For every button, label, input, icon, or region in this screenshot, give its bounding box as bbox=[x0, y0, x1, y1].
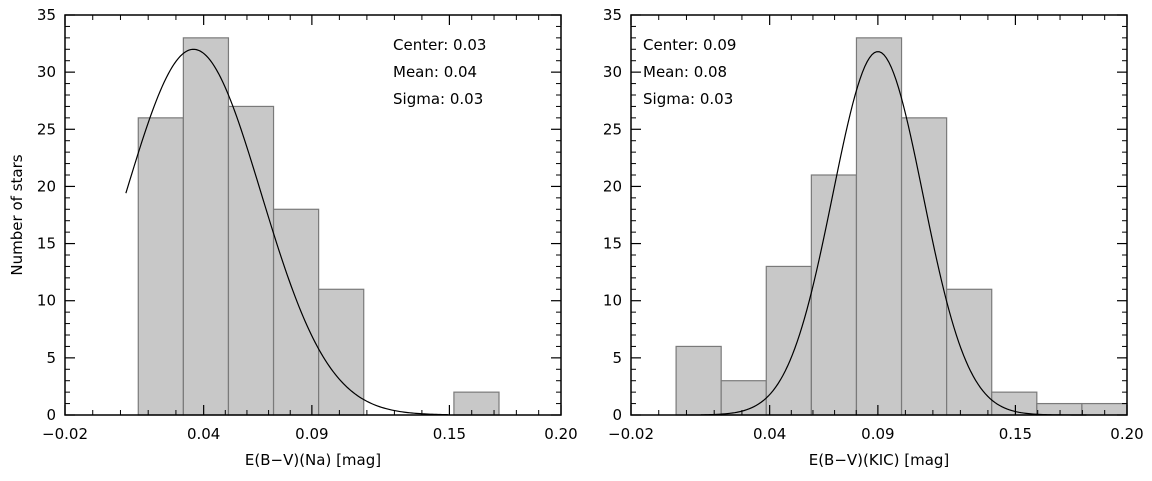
sigma-annotation: Sigma: 0.03 bbox=[393, 90, 483, 108]
y-tick-label: 35 bbox=[603, 6, 622, 24]
x-axis-label: E(B−V)(KIC) [mag] bbox=[809, 451, 950, 469]
plot-frame bbox=[64, 14, 562, 416]
axis-ticks bbox=[630, 14, 1128, 416]
y-tick-label: 15 bbox=[37, 235, 56, 253]
y-tick-label: 0 bbox=[612, 406, 622, 424]
y-tick-label: 25 bbox=[603, 120, 622, 138]
x-tick-labels: −0.02 0.04 0.09 0.15 0.20 bbox=[42, 425, 578, 443]
histogram-bar bbox=[227, 105, 275, 416]
x-tick-label: 0.04 bbox=[753, 425, 786, 443]
fit-statistics: Center: 0.03 Mean: 0.04 Sigma: 0.03 bbox=[393, 36, 486, 108]
histogram-bar bbox=[855, 37, 903, 416]
x-tick-labels: −0.02 0.04 0.09 0.15 0.20 bbox=[608, 425, 1144, 443]
center-annotation: Center: 0.09 bbox=[643, 36, 736, 54]
x-tick-label: 0.09 bbox=[295, 425, 328, 443]
histogram-bar bbox=[900, 117, 948, 416]
histogram-bars bbox=[137, 37, 500, 416]
y-tick-label: 0 bbox=[46, 406, 56, 424]
x-tick-label: −0.02 bbox=[42, 425, 88, 443]
y-tick-label: 35 bbox=[37, 6, 56, 24]
x-tick-label: 0.15 bbox=[999, 425, 1032, 443]
x-tick-label: 0.09 bbox=[861, 425, 894, 443]
y-tick-label: 20 bbox=[37, 177, 56, 195]
x-tick-label: 0.20 bbox=[544, 425, 577, 443]
histogram-bar bbox=[810, 174, 858, 416]
y-tick-label: 25 bbox=[37, 120, 56, 138]
histogram-bars bbox=[675, 37, 1128, 416]
mean-annotation: Mean: 0.08 bbox=[643, 63, 727, 81]
y-tick-label: 20 bbox=[603, 177, 622, 195]
x-axis-label: E(B−V)(Na) [mag] bbox=[245, 451, 381, 469]
histogram-panel-na: −0.02 0.04 0.09 0.15 0.20 0 5 10 15 20 25 30 35 E(B… bbox=[8, 6, 578, 469]
x-tick-label: −0.02 bbox=[608, 425, 654, 443]
gaussian-fit-curve bbox=[700, 51, 1087, 416]
mean-annotation: Mean: 0.04 bbox=[393, 63, 477, 81]
histogram-bar bbox=[182, 37, 230, 416]
y-tick-label: 30 bbox=[603, 63, 622, 81]
y-tick-label: 10 bbox=[37, 292, 56, 310]
histogram-bar bbox=[946, 288, 993, 416]
histogram-bar bbox=[675, 345, 722, 416]
histogram-bar bbox=[272, 208, 320, 416]
y-tick-label: 5 bbox=[46, 349, 56, 367]
histogram-bar bbox=[318, 288, 365, 416]
histogram-bar bbox=[720, 380, 767, 416]
x-tick-label: 0.20 bbox=[1110, 425, 1143, 443]
center-annotation: Center: 0.03 bbox=[393, 36, 486, 54]
fit-statistics: Center: 0.09 Mean: 0.08 Sigma: 0.03 bbox=[643, 36, 736, 108]
x-tick-label: 0.15 bbox=[433, 425, 466, 443]
y-tick-label: 5 bbox=[612, 349, 622, 367]
y-tick-labels: 0 5 10 15 20 25 30 35 bbox=[603, 6, 622, 424]
y-tick-label: 30 bbox=[37, 63, 56, 81]
y-axis-label: Number of stars bbox=[8, 154, 26, 275]
y-tick-label: 10 bbox=[603, 292, 622, 310]
sigma-annotation: Sigma: 0.03 bbox=[643, 90, 733, 108]
histogram-bar bbox=[137, 117, 184, 416]
plot-frame bbox=[630, 14, 1128, 416]
y-tick-labels: 0 5 10 15 20 25 30 35 bbox=[37, 6, 56, 424]
histogram-panel-kic: −0.02 0.04 0.09 0.15 0.20 0 5 10 15 20 25 30 35 E(B… bbox=[603, 6, 1144, 469]
y-tick-label: 15 bbox=[603, 235, 622, 253]
x-tick-label: 0.04 bbox=[187, 425, 220, 443]
histogram-bar bbox=[453, 391, 500, 416]
axis-ticks bbox=[64, 14, 562, 416]
histogram-bar bbox=[765, 265, 812, 416]
histogram-bar bbox=[1036, 402, 1083, 416]
